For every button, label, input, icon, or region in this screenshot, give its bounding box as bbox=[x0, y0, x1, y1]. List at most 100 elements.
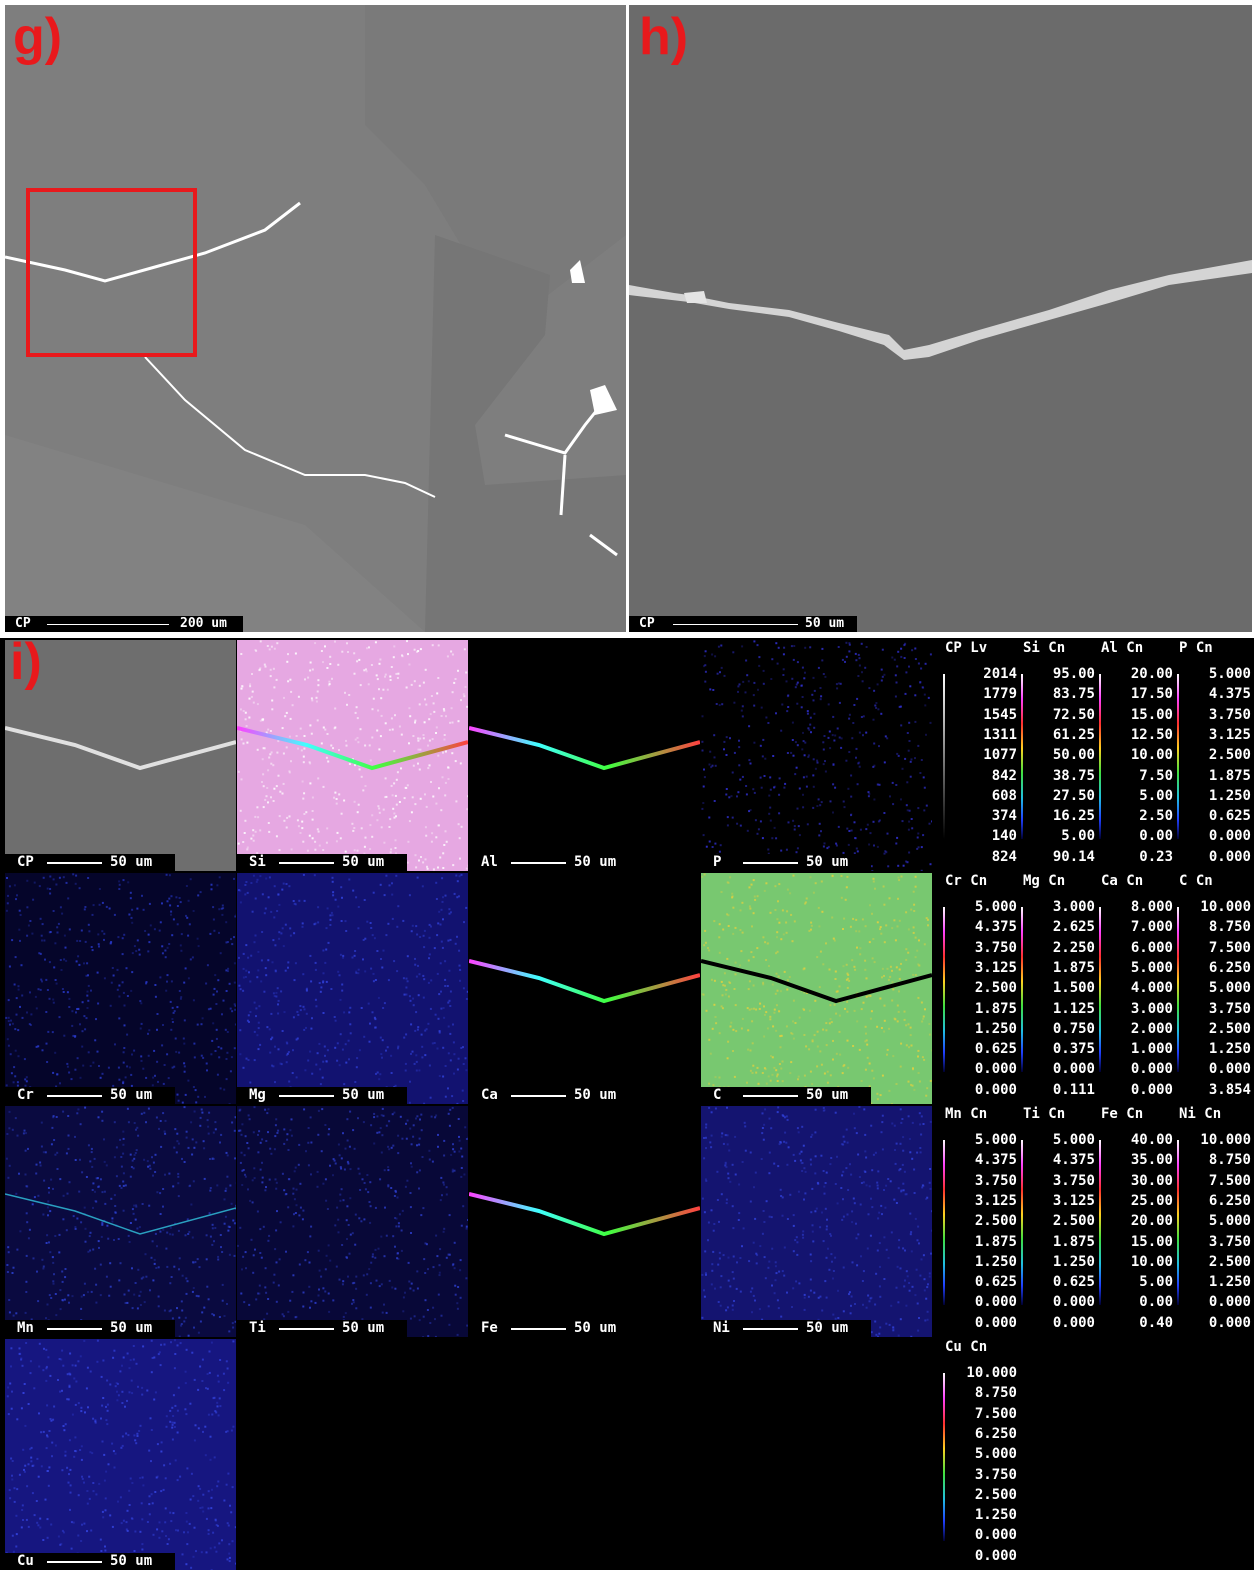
legend-bar bbox=[1099, 674, 1101, 839]
legend-value: 0.000 bbox=[975, 1061, 1017, 1077]
legend-value: 1545 bbox=[983, 707, 1017, 723]
legend-value: 2.625 bbox=[1053, 919, 1095, 935]
scale-bar: Si50 um bbox=[237, 854, 407, 871]
legend-value: 3.125 bbox=[1209, 727, 1251, 743]
legend-value: 2.500 bbox=[1209, 747, 1251, 763]
legend-value: 2.500 bbox=[1209, 1021, 1251, 1037]
legend-value: 0.000 bbox=[1209, 1294, 1251, 1310]
scale-bar: Ti50 um bbox=[237, 1320, 407, 1337]
legend-value: 0.000 bbox=[1209, 1061, 1251, 1077]
legend-value: 10.000 bbox=[966, 1365, 1017, 1381]
legend-value: 6.000 bbox=[1131, 940, 1173, 956]
legend-value: 17.50 bbox=[1131, 686, 1173, 702]
legend-value: 5.00 bbox=[1139, 1274, 1173, 1290]
legend-value: 6.250 bbox=[975, 1426, 1017, 1442]
legend-value: 3.000 bbox=[1131, 1001, 1173, 1017]
map-drawing bbox=[469, 640, 700, 871]
legend-value: 0.000 bbox=[975, 1548, 1017, 1564]
map-drawing bbox=[237, 873, 468, 1104]
legend-value: 3.750 bbox=[975, 1173, 1017, 1189]
legend-header: Fe Cn bbox=[1101, 1106, 1143, 1122]
legend-value: 5.000 bbox=[1131, 960, 1173, 976]
element-label: Ni bbox=[713, 1320, 730, 1336]
legend-value: 1077 bbox=[983, 747, 1017, 763]
eds-map: Mn50 um bbox=[5, 1106, 236, 1337]
eds-map: C 50 um bbox=[701, 873, 932, 1104]
scale-bar: P50 um bbox=[701, 854, 871, 871]
scale-bar: CP 200 um bbox=[5, 616, 243, 632]
scale-bar: Mg50 um bbox=[237, 1087, 407, 1104]
eds-map: Cr50 um bbox=[5, 873, 236, 1104]
sem-image-h: h) CP 50 um bbox=[629, 5, 1252, 632]
map-drawing bbox=[5, 1106, 236, 1337]
legend-value: 2.500 bbox=[1209, 1254, 1251, 1270]
legend-value: 90.14 bbox=[1053, 849, 1095, 865]
page: g) CP 200 um h) CP 50 um CP50 umSi50 umA… bbox=[0, 0, 1254, 1570]
eds-map: P50 um bbox=[701, 640, 932, 871]
legend-value: 2.500 bbox=[1053, 1213, 1095, 1229]
scale-line bbox=[743, 1328, 798, 1330]
eds-map: Ca50 um bbox=[469, 873, 700, 1104]
element-label: C bbox=[713, 1087, 721, 1103]
legend-value: 8.750 bbox=[975, 1385, 1017, 1401]
legend-value: 5.000 bbox=[975, 1132, 1017, 1148]
legend-value: 0.000 bbox=[1131, 1082, 1173, 1098]
legend-value: 40.00 bbox=[1131, 1132, 1173, 1148]
legend-value: 1.875 bbox=[975, 1234, 1017, 1250]
element-label: Cr bbox=[17, 1087, 34, 1103]
legend-header: Ti Cn bbox=[1023, 1106, 1065, 1122]
element-label: Si bbox=[249, 854, 266, 870]
scale-label: 50 um bbox=[574, 1320, 616, 1336]
legend-value: 4.375 bbox=[1209, 686, 1251, 702]
legend-value: 50.00 bbox=[1053, 747, 1095, 763]
legend-value: 10.00 bbox=[1131, 1254, 1173, 1270]
panel-label: h) bbox=[639, 7, 688, 67]
legend-value: 5.000 bbox=[1053, 1132, 1095, 1148]
legend-value: 7.50 bbox=[1139, 768, 1173, 784]
legend-header: C Cn bbox=[1179, 873, 1213, 889]
panel-label: i) bbox=[10, 638, 42, 692]
legend-value: 1779 bbox=[983, 686, 1017, 702]
scale-label: 50 um bbox=[806, 1087, 848, 1103]
scale-bar: Ca50 um bbox=[469, 1087, 639, 1104]
legend-value: 2.500 bbox=[975, 1487, 1017, 1503]
map-drawing bbox=[237, 640, 468, 871]
legend-value: 20.00 bbox=[1131, 666, 1173, 682]
legend-value: 3.750 bbox=[1209, 1234, 1251, 1250]
legend-value: 608 bbox=[992, 788, 1017, 804]
legend-value: 12.50 bbox=[1131, 727, 1173, 743]
legend-value: 3.750 bbox=[975, 940, 1017, 956]
legend-value: 0.000 bbox=[975, 1294, 1017, 1310]
legend-value: 7.500 bbox=[1209, 940, 1251, 956]
legend-value: 4.375 bbox=[1053, 1152, 1095, 1168]
scale-label: 50 um bbox=[110, 1320, 152, 1336]
scale-line bbox=[279, 1095, 334, 1097]
legend-value: 0.111 bbox=[1053, 1082, 1095, 1098]
map-drawing bbox=[701, 1106, 932, 1337]
legend-value: 1.250 bbox=[1209, 1041, 1251, 1057]
legend-value: 2.000 bbox=[1131, 1021, 1173, 1037]
sem-drawing bbox=[629, 5, 1252, 632]
legend-value: 0.000 bbox=[1053, 1294, 1095, 1310]
legend-header: Ni Cn bbox=[1179, 1106, 1221, 1122]
legend-bar bbox=[943, 674, 945, 839]
detector-label: CP bbox=[639, 616, 655, 632]
legend-value: 2.500 bbox=[975, 1213, 1017, 1229]
legend-value: 3.125 bbox=[975, 960, 1017, 976]
legend-bar bbox=[943, 1140, 945, 1305]
legend-bar bbox=[1177, 907, 1179, 1072]
map-drawing bbox=[237, 1106, 468, 1337]
element-label: Fe bbox=[481, 1320, 498, 1336]
scale-line bbox=[743, 1095, 798, 1097]
legend-value: 61.25 bbox=[1053, 727, 1095, 743]
scale-label: 50 um bbox=[110, 1553, 152, 1569]
element-label: Ti bbox=[249, 1320, 266, 1336]
legend-value: 8.750 bbox=[1209, 1152, 1251, 1168]
scale-line bbox=[743, 862, 798, 864]
scale-line bbox=[47, 1561, 102, 1563]
element-label: Mg bbox=[249, 1087, 266, 1103]
legend-value: 3.125 bbox=[1053, 1193, 1095, 1209]
legend-value: 83.75 bbox=[1053, 686, 1095, 702]
sem-image-g: g) CP 200 um bbox=[5, 5, 626, 632]
legend-value: 2014 bbox=[983, 666, 1017, 682]
